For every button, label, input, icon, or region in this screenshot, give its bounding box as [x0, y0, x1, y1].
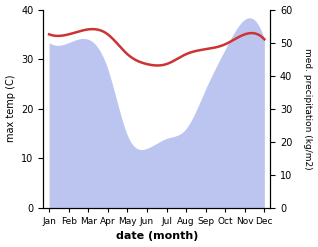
X-axis label: date (month): date (month) [115, 231, 198, 242]
Y-axis label: med. precipitation (kg/m2): med. precipitation (kg/m2) [303, 48, 313, 169]
Y-axis label: max temp (C): max temp (C) [5, 75, 16, 143]
